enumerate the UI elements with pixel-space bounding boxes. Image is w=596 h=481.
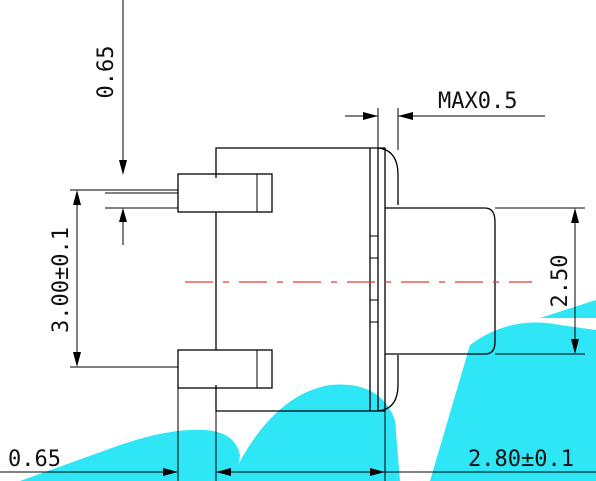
dim-max-cap (345, 108, 545, 150)
dim-label-height-right: 2.50 (548, 255, 573, 308)
dim-label-max-cap: MAX0.5 (438, 89, 517, 114)
dim-label-pin-pitch: 3.00±0.1 (49, 227, 74, 333)
watermark-shape-right (430, 322, 596, 481)
component-body (215, 147, 496, 412)
watermark-shape-left (20, 429, 240, 481)
dim-bottom (0, 388, 596, 481)
watermark-accent (540, 300, 596, 318)
pin-top (177, 173, 273, 213)
dim-label-top-offset: 0.65 (94, 46, 119, 99)
dim-label-width-bottom: 2.80±0.1 (468, 447, 574, 472)
dim-pin-pitch (70, 189, 178, 368)
dim-label-left-offset: 0.65 (8, 447, 61, 472)
watermark-logo (20, 300, 596, 481)
dim-top-pin-offset (105, 0, 178, 245)
pin-bottom (177, 349, 273, 389)
dim-height-right (495, 207, 585, 355)
watermark-shape-middle (230, 384, 400, 481)
